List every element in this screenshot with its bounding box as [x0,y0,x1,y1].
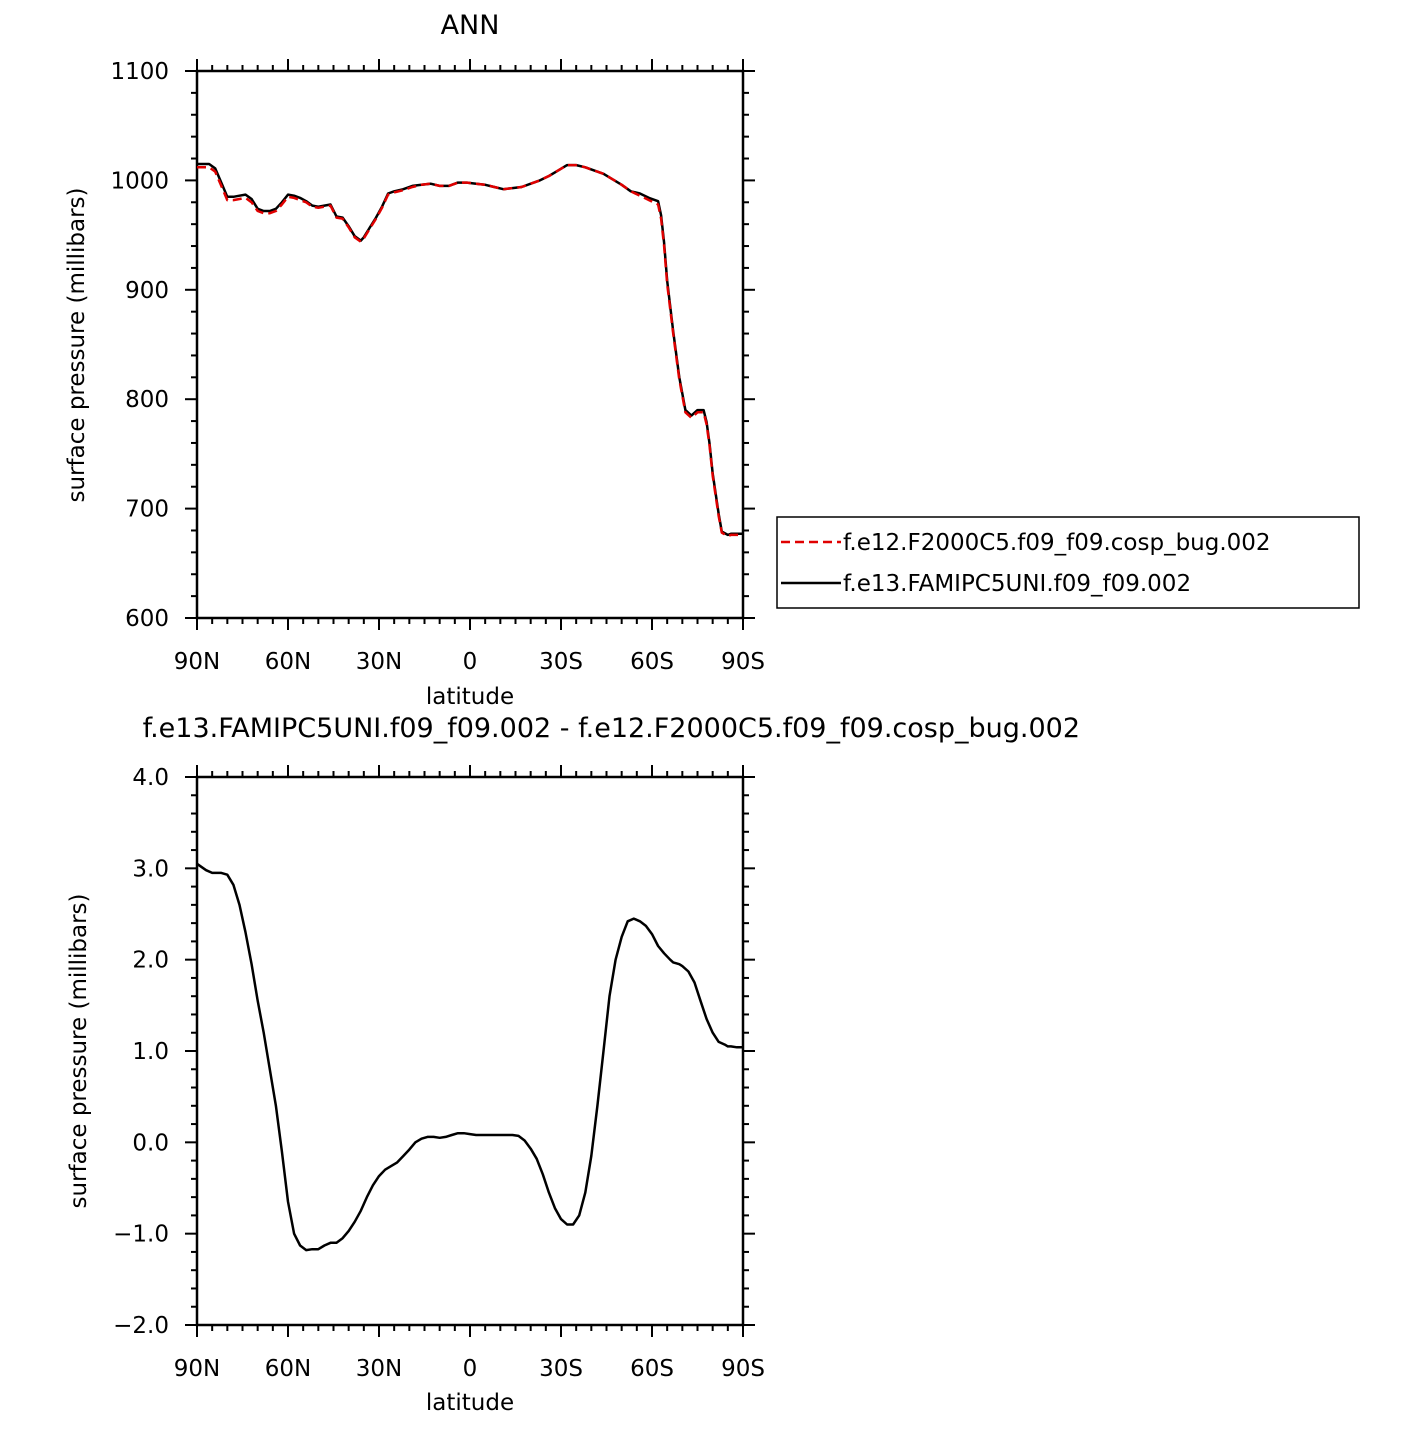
bottom-plot-frame [195,775,745,1327]
top-x-tick-label: 60S [630,649,674,675]
top-chart-title: ANN [441,10,500,41]
bottom-x-tick-label: 60N [265,1356,311,1382]
top-x-tick-label: 30S [539,649,583,675]
bottom-x-axis-label: latitude [426,1390,514,1416]
top-y-tick-label: 700 [125,497,169,523]
bottom-x-tick-label: 30S [539,1356,583,1382]
top-y-tick-label: 1100 [110,59,169,85]
legend-label-2: f.e13.FAMIPC5UNI.f09_f09.002 [843,571,1191,597]
bottom-chart-title: f.e13.FAMIPC5UNI.f09_f09.002 - f.e12.F20… [143,713,1080,744]
bottom-x-tick-label: 90S [721,1356,765,1382]
bottom-x-tick-label: 90N [174,1356,220,1382]
bottom-y-tick-label: 1.0 [132,1039,169,1065]
top-plot-frame [195,69,745,620]
top-x-tick-label: 0 [463,649,478,675]
bottom-y-tick-label: 2.0 [132,948,169,974]
top-series-line-2 [197,162,743,537]
bottom-series-line-1 [196,862,743,1252]
bottom-x-tick-label: 60S [630,1356,674,1382]
top-x-tick-label: 60N [265,649,311,675]
legend-label-1: f.e12.F2000C5.f09_f09.cosp_bug.002 [843,530,1271,556]
top-x-tick-label: 90S [721,649,765,675]
top-y-tick-label: 1000 [110,168,169,194]
legend-box [776,516,1360,609]
bottom-y-tick-label: −1.0 [113,1222,169,1248]
top-x-axis-label: latitude [426,684,514,710]
bottom-y-tick-label: 3.0 [132,856,169,882]
top-y-tick-label: 900 [125,278,169,304]
bottom-x-tick-label: 30N [356,1356,402,1382]
bottom-y-axis-label: surface pressure (millibars) [66,893,92,1208]
top-plot-area: 90N 60N 30N 0 30S 60S 90S 600 700 800 900 1000 1100 [110,59,765,675]
top-series-line-1 [197,163,743,538]
bottom-y-tick-label: 0.0 [132,1130,169,1156]
top-y-axis-label: surface pressure (millibars) [64,187,90,502]
top-y-tick-label: 600 [125,606,169,632]
top-x-tick-label: 90N [174,649,220,675]
top-x-tick-label: 30N [356,649,402,675]
bottom-y-tick-label: −2.0 [113,1313,169,1339]
legend: f.e12.F2000C5.f09_f09.cosp_bug.002 f.e13… [776,516,1360,609]
bottom-y-tick-label: 4.0 [132,765,169,791]
top-y-tick-label: 800 [125,387,169,413]
bottom-plot-area: 90N 60N 30N 0 30S 60S 90S −2.0 −1.0 0.0 1.0 2.0 3.0 4… [113,765,765,1382]
bottom-x-tick-label: 0 [463,1356,478,1382]
